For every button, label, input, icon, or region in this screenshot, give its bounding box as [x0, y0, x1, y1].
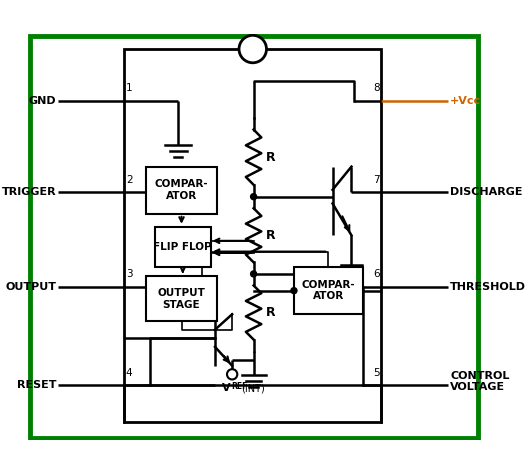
Bar — [155, 227, 211, 267]
Text: OUTPUT
STAGE: OUTPUT STAGE — [157, 288, 205, 310]
Text: REF: REF — [231, 382, 248, 391]
Text: TRIGGER: TRIGGER — [2, 187, 56, 197]
Text: 6: 6 — [373, 269, 380, 279]
Circle shape — [239, 36, 267, 63]
Bar — [124, 49, 382, 421]
Text: R: R — [266, 151, 275, 164]
Text: COMPAR-
ATOR: COMPAR- ATOR — [301, 280, 355, 301]
Circle shape — [251, 271, 257, 277]
Text: V: V — [222, 383, 230, 393]
Text: COMPAR-
ATOR: COMPAR- ATOR — [155, 180, 209, 201]
Text: 3: 3 — [126, 269, 133, 279]
Circle shape — [251, 194, 257, 200]
Text: THRESHOLD: THRESHOLD — [450, 282, 526, 292]
Text: OUTPUT: OUTPUT — [5, 282, 56, 292]
Circle shape — [227, 369, 237, 380]
Text: 5: 5 — [373, 368, 380, 378]
Bar — [146, 167, 216, 214]
Text: R: R — [266, 306, 275, 319]
Circle shape — [291, 288, 297, 294]
Text: R: R — [266, 229, 275, 242]
Text: 7: 7 — [373, 174, 380, 185]
Text: FLIP FLOP: FLIP FLOP — [154, 242, 212, 252]
Text: 4: 4 — [126, 368, 133, 378]
Text: 1: 1 — [126, 83, 133, 93]
Text: +Vᴄᴄ: +Vᴄᴄ — [450, 96, 481, 106]
Text: DISCHARGE: DISCHARGE — [450, 187, 523, 197]
Text: CONTROL: CONTROL — [450, 371, 510, 381]
Bar — [294, 267, 363, 314]
Bar — [146, 276, 216, 321]
Text: GND: GND — [29, 96, 56, 106]
Text: 2: 2 — [126, 174, 133, 185]
Text: 8: 8 — [373, 83, 380, 93]
Text: RESET: RESET — [17, 381, 56, 391]
Text: VOLTAGE: VOLTAGE — [450, 383, 505, 392]
Text: (INT): (INT) — [241, 383, 265, 393]
